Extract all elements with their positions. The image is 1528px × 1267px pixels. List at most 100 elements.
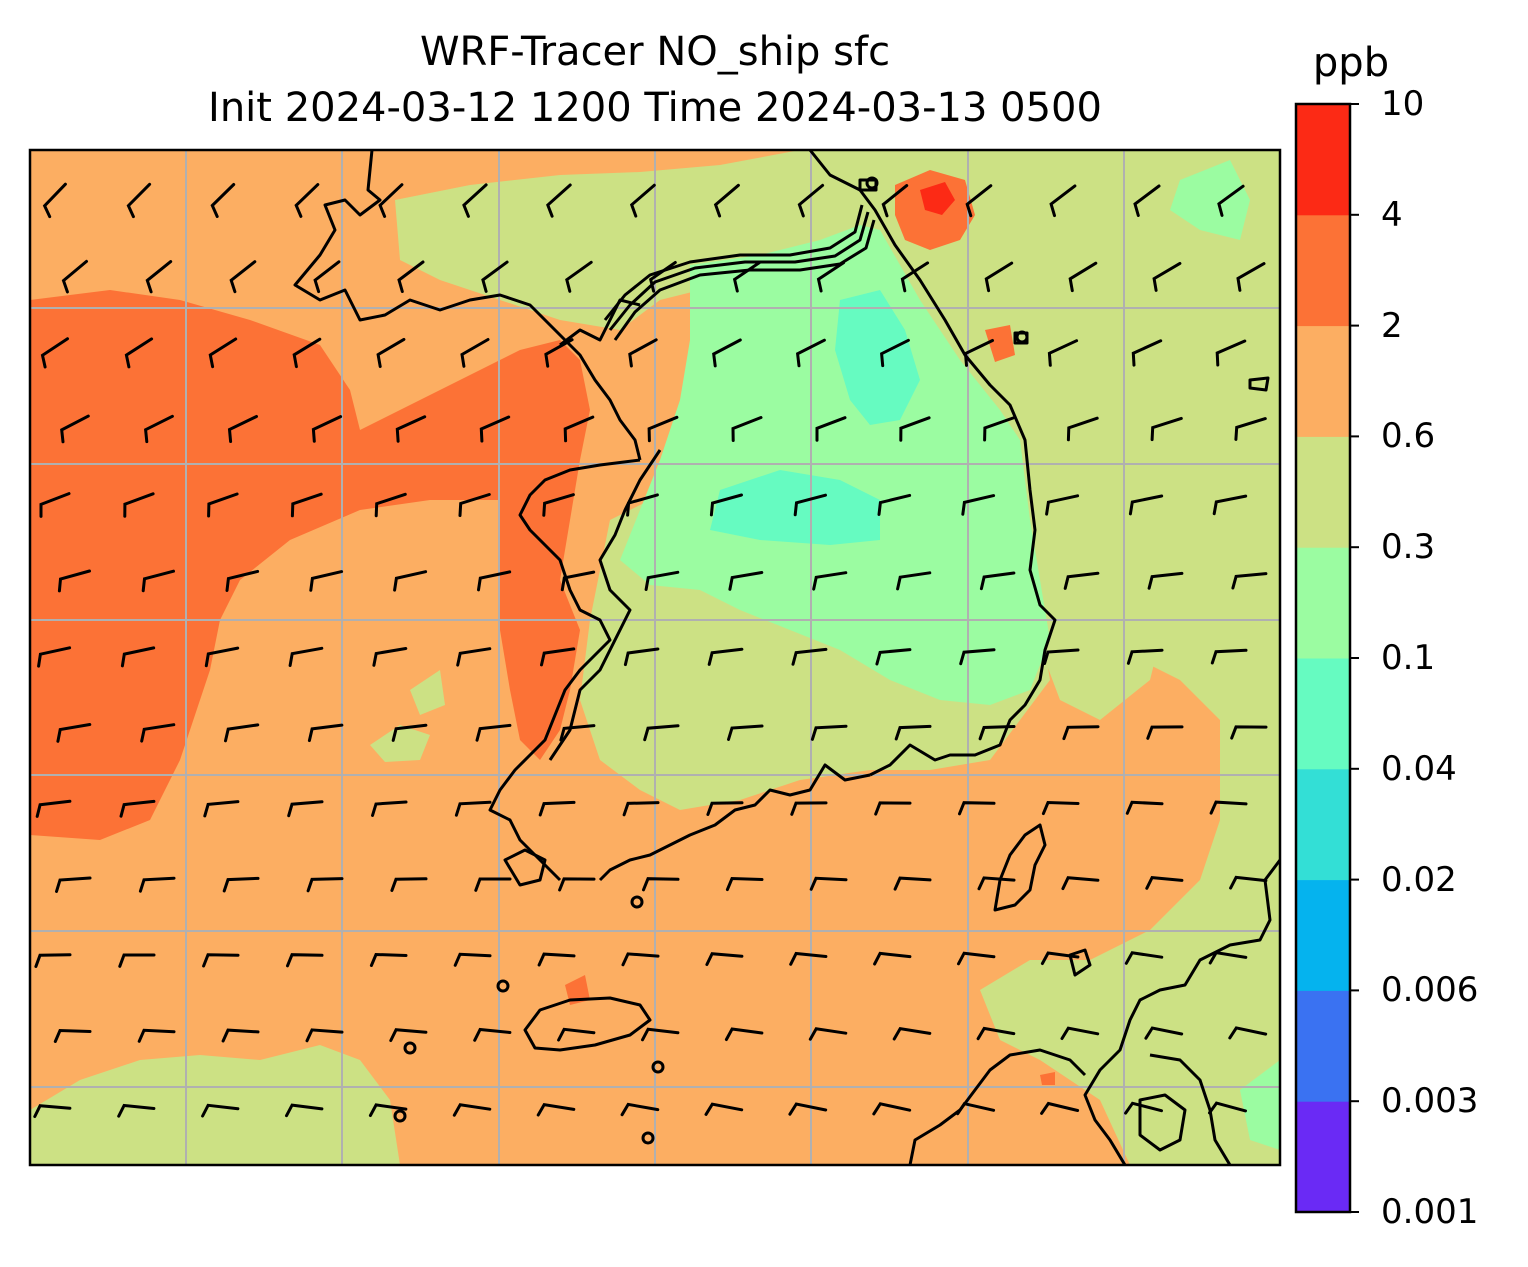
wind-barb — [1063, 571, 1100, 590]
wind-barb — [647, 415, 679, 443]
wind-barb — [460, 338, 490, 368]
wind-barb — [123, 492, 155, 518]
coastline-jeju — [523, 996, 652, 1052]
wind-barb — [1212, 494, 1248, 516]
wind-barb — [290, 492, 323, 518]
wind-barb — [462, 183, 488, 218]
wind-barb — [732, 261, 761, 293]
map-field — [30, 150, 1280, 1165]
wind-barb — [305, 1028, 344, 1043]
wind-barb — [1133, 184, 1161, 217]
wind-barb — [629, 183, 656, 218]
wind-barb — [808, 1027, 848, 1041]
wind-barb — [207, 492, 239, 518]
wind-barb — [1229, 875, 1268, 890]
wind-barb — [288, 646, 324, 667]
colorbar-tick-label: 0.003 — [1381, 1081, 1479, 1122]
wind-barb — [33, 1104, 72, 1118]
map-frame — [28, 148, 1282, 1167]
wind-barb — [456, 647, 492, 667]
wind-barb — [977, 876, 1016, 891]
wind-barb — [208, 337, 238, 369]
colorbar-band — [1296, 658, 1350, 770]
wind-barb — [454, 800, 492, 817]
wind-barb — [55, 876, 92, 893]
wind-barb — [643, 724, 680, 742]
wind-barb — [201, 1103, 240, 1118]
wind-barb — [790, 801, 828, 816]
wind-barb — [622, 801, 660, 817]
wind-barb — [224, 723, 260, 743]
wind-barb — [390, 877, 428, 892]
wind-barb — [965, 184, 993, 218]
wind-barb — [983, 416, 1015, 442]
wind-barb — [1217, 184, 1245, 217]
wind-barb — [538, 800, 576, 817]
coastline-japan-kyushu — [1083, 859, 1280, 1165]
wind-barb — [1126, 648, 1164, 665]
wind-barb — [892, 1026, 932, 1041]
wind-barb — [389, 1028, 428, 1042]
wind-barb — [704, 1102, 744, 1116]
wind-barb — [1146, 725, 1184, 740]
wind-barb — [706, 801, 744, 816]
wind-barb — [1152, 261, 1182, 292]
wind-barb — [40, 337, 69, 369]
wind-barb — [881, 184, 909, 218]
wind-barb — [728, 571, 764, 591]
wind-barb — [976, 1026, 1016, 1041]
wind-barb — [227, 415, 258, 443]
wind-barb — [393, 570, 428, 592]
wind-barb — [797, 183, 825, 218]
wind-barb — [815, 416, 847, 442]
field-region-cyan — [835, 290, 920, 425]
wind-barb — [124, 337, 154, 369]
wind-barb — [1040, 1101, 1080, 1115]
wind-barb — [137, 1028, 176, 1043]
wind-barb — [453, 952, 492, 967]
wind-barb — [286, 953, 324, 968]
wind-barb — [880, 338, 910, 368]
wind-barb — [816, 261, 845, 293]
wind-barb — [202, 953, 240, 968]
colorbar-band — [1296, 436, 1350, 548]
wind-barb — [812, 571, 848, 591]
wind-barb — [1234, 417, 1267, 441]
wind-barb — [961, 494, 996, 516]
wind-barb — [893, 876, 932, 891]
wind-barb — [877, 493, 912, 516]
wind-barb — [959, 648, 996, 666]
wind-barb — [1060, 1026, 1100, 1040]
wind-barb — [1231, 572, 1268, 590]
field-region-high-spot2 — [565, 975, 590, 1005]
coastline-border-2 — [608, 211, 870, 331]
coastline-japan-east — [1149, 1053, 1232, 1165]
wind-barb — [644, 570, 680, 591]
wind-barb — [713, 183, 740, 218]
wind-barb — [37, 646, 72, 668]
wind-barb — [705, 952, 744, 966]
wind-barb — [1128, 494, 1164, 516]
colorbar-tick-label: 0.3 — [1381, 527, 1436, 568]
wind-barb — [119, 799, 156, 818]
wind-barb — [1066, 416, 1099, 442]
coastline-small-islands — [503, 178, 1270, 977]
colorbar-tick-label: 4 — [1381, 194, 1403, 235]
colorbar-tick-label: 0.02 — [1381, 859, 1457, 900]
wind-barb — [285, 1103, 324, 1118]
wind-barb — [397, 260, 425, 293]
wind-barb — [546, 183, 572, 218]
wind-barb — [145, 260, 173, 294]
wind-barb — [1047, 339, 1079, 367]
colorbar-tick-label: 0.1 — [1381, 638, 1436, 678]
wind-barb — [1208, 950, 1248, 965]
wind-barb — [984, 261, 1014, 293]
wind-barb — [1041, 800, 1080, 816]
field-region-high-spot3 — [1040, 1072, 1055, 1085]
wind-barb — [537, 952, 576, 967]
wind-barb — [642, 877, 680, 892]
wind-barb — [621, 952, 660, 967]
field-region-yellow-spot1 — [410, 670, 445, 715]
wind-barb — [306, 877, 344, 893]
wind-barb — [61, 259, 88, 294]
